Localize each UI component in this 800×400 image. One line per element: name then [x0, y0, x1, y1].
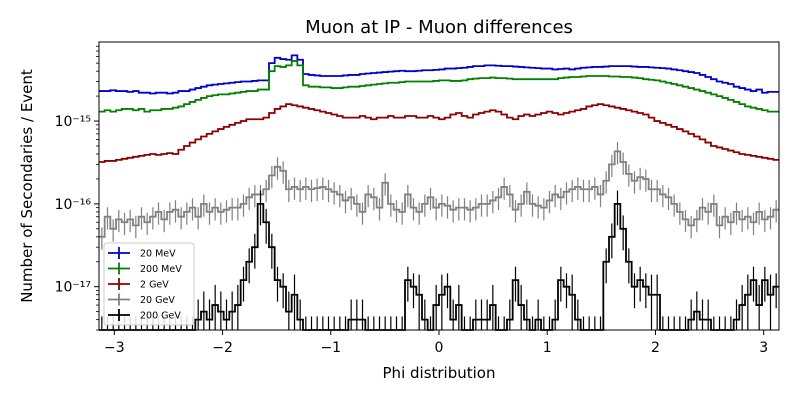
series-20-gev	[99, 141, 779, 250]
legend: 20 MeV 200 MeV 2 GeV 20 GeV 200 GeV	[103, 242, 195, 326]
legend-item-200-gev: 200 GeV	[108, 309, 181, 322]
series-200-mev	[99, 60, 779, 113]
legend-label: 200 MeV	[140, 264, 182, 275]
series-line-20-mev	[99, 54, 779, 95]
x-tick-label: 2	[651, 340, 660, 356]
legend-item-200-mev: 200 MeV	[108, 262, 182, 275]
x-tick-label: 0	[435, 340, 444, 356]
legend-label: 20 GeV	[140, 295, 175, 306]
x-tick-label: 1	[543, 340, 552, 356]
y-tick-label: 10⁻¹⁷	[55, 280, 91, 296]
series-line-2-gev	[99, 103, 779, 163]
legend-label: 200 GeV	[140, 311, 181, 322]
x-tick-label: −3	[104, 340, 125, 356]
series-layer	[99, 54, 779, 331]
y-tick-label: 10⁻¹⁵	[55, 114, 91, 130]
y-tick-label: 10⁻¹⁶	[55, 197, 92, 213]
legend-label: 2 GeV	[140, 280, 169, 291]
series-2-gev	[99, 103, 779, 163]
legend-box	[103, 242, 195, 326]
legend-item-2-gev: 2 GeV	[108, 278, 169, 291]
y-axis-label: Number of Secondaries / Event	[18, 69, 36, 303]
series-line-200-mev	[99, 60, 779, 113]
x-axis-label: Phi distribution	[383, 364, 496, 382]
ticks-layer: −3 −2 −1 0 1 2 3 10⁻¹⁷ 10⁻¹⁶ 10⁻¹⁵	[55, 45, 768, 356]
legend-label: 20 MeV	[140, 249, 176, 260]
x-tick-label: −1	[320, 340, 341, 356]
series-line-200-gev	[99, 202, 779, 331]
legend-item-20-gev: 20 GeV	[108, 293, 175, 306]
chart-title: Muon at IP - Muon differences	[305, 17, 573, 38]
series-line-20-gev	[99, 150, 779, 238]
x-tick-label: −2	[212, 340, 233, 356]
x-tick-label: 3	[759, 340, 768, 356]
legend-item-20-mev: 20 MeV	[108, 247, 176, 260]
series-20-mev	[99, 54, 779, 95]
